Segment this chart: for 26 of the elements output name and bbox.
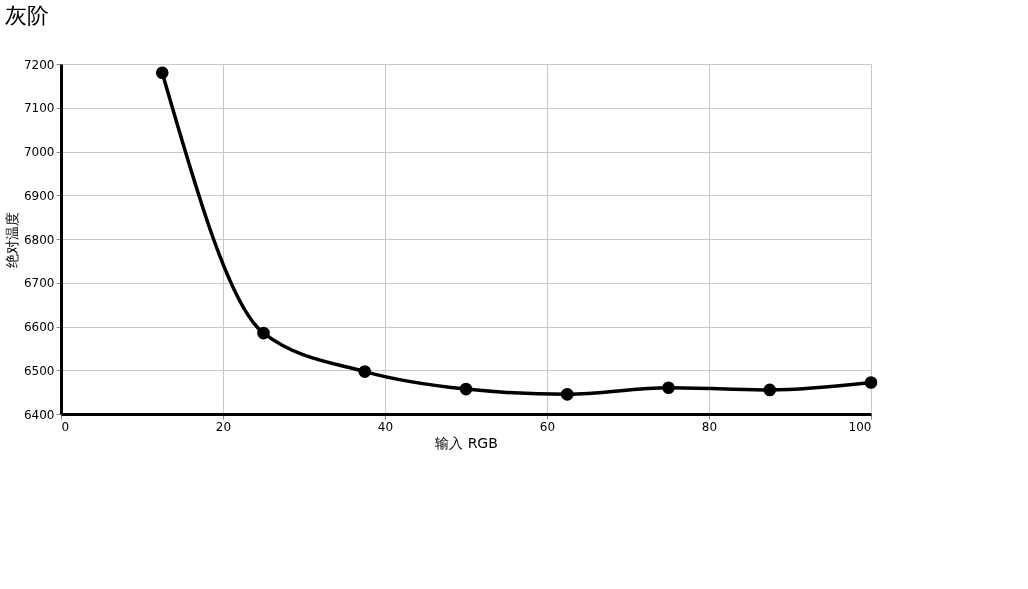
x-tick-label: 20 <box>215 419 232 434</box>
y-tick-label: 7100 <box>23 101 55 116</box>
x-tick-label: 60 <box>539 419 556 434</box>
x-tick-label: 40 <box>377 419 394 434</box>
point <box>257 326 270 340</box>
point <box>763 383 777 397</box>
y-tick-label: 6900 <box>23 188 55 203</box>
point <box>358 365 372 378</box>
chart-title: 灰阶 <box>5 3 50 28</box>
y-tick-label: 6600 <box>23 320 55 334</box>
y-tick-label: 6400 <box>23 407 55 422</box>
y-tick-label: 6500 <box>23 363 55 378</box>
point <box>864 376 878 389</box>
point <box>459 382 473 396</box>
y-tick-label: 6700 <box>23 276 55 291</box>
point <box>662 381 675 395</box>
x-tick-label: 80 <box>701 419 718 434</box>
y-axis-title: 绝对温度 <box>3 211 20 268</box>
y-tick-label: 7200 <box>23 57 55 72</box>
point <box>155 66 169 80</box>
x-tick-label: 0 <box>61 419 70 434</box>
x-tick-label: 100 <box>848 419 872 434</box>
y-tick-label: 7000 <box>23 145 55 159</box>
point <box>560 388 574 401</box>
x-axis-title: 输入 RGB <box>435 434 498 451</box>
y-tick-label: 6800 <box>23 232 55 247</box>
